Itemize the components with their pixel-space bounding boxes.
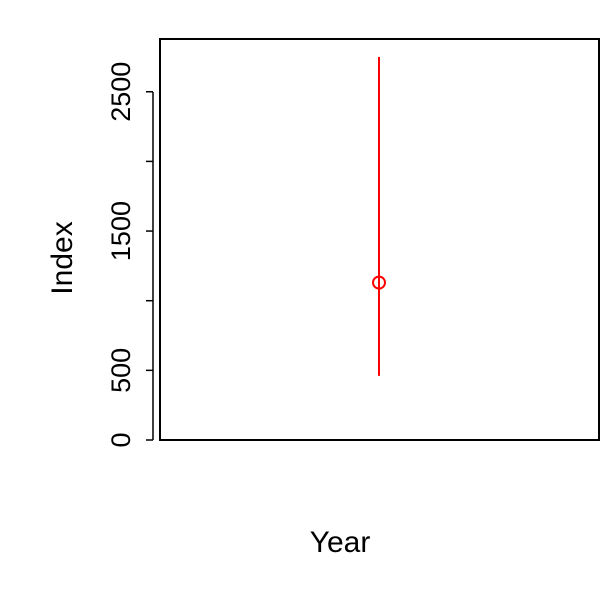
plot-frame bbox=[159, 38, 600, 441]
data-marks bbox=[372, 56, 386, 376]
y-axis-ticks bbox=[146, 91, 153, 441]
y-tick-label: 500 bbox=[106, 348, 136, 393]
data-point bbox=[372, 275, 386, 290]
y-tick-label: 1500 bbox=[106, 201, 136, 261]
x-axis-label: Year bbox=[310, 526, 371, 559]
y-tick-label: 0 bbox=[106, 432, 136, 447]
y-axis-label: Index bbox=[46, 221, 79, 294]
y-tick-label: 2500 bbox=[106, 62, 136, 122]
y-axis-tick-labels: 0 500 1500 2500 bbox=[106, 62, 136, 448]
